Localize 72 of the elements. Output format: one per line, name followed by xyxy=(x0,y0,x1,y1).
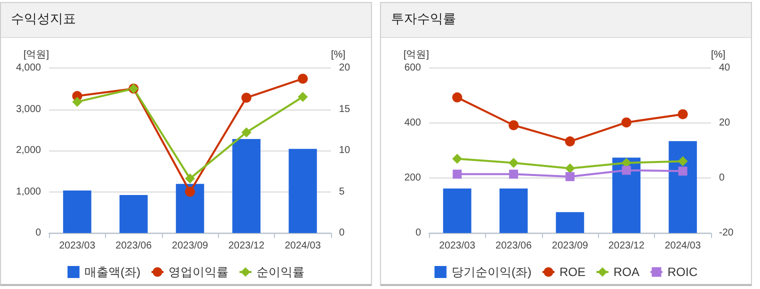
chart-title: 투자수익률 xyxy=(381,3,751,38)
y-tick-label: 600 xyxy=(404,62,422,74)
chart-title: 수익성지표 xyxy=(1,3,371,38)
bar xyxy=(288,148,317,233)
x-tick-label: 2023/03 xyxy=(439,240,476,252)
y-tick-label: 4,000 xyxy=(16,62,42,74)
x-tick-label: 2023/12 xyxy=(228,240,265,252)
point xyxy=(298,74,308,84)
point xyxy=(298,92,308,102)
x-tick-label: 2024/03 xyxy=(284,240,322,252)
point xyxy=(452,170,462,179)
x-tick-label: 2023/09 xyxy=(172,240,209,252)
legend-label: ROE xyxy=(559,265,586,279)
bar xyxy=(176,184,204,233)
point xyxy=(241,127,252,138)
bar xyxy=(556,212,584,233)
bar xyxy=(668,141,697,233)
legend-label: 순이익률 xyxy=(256,265,304,279)
legend-label: 매출액(좌) xyxy=(84,265,141,279)
y2-tick-label: 20 xyxy=(719,118,731,128)
y2-tick-label: 40 xyxy=(719,62,731,74)
y-tick-label: 2,000 xyxy=(16,145,42,156)
y-axis-title: [억원] xyxy=(403,50,430,60)
y2-tick-label: -20 xyxy=(719,228,734,238)
point xyxy=(565,136,575,146)
y2-tick-label: 20 xyxy=(339,62,351,74)
point xyxy=(622,166,631,175)
bar xyxy=(612,158,640,233)
x-tick-label: 2023/12 xyxy=(608,240,645,252)
point xyxy=(508,120,519,130)
point xyxy=(72,96,82,107)
x-tick-label: 2024/03 xyxy=(664,240,702,252)
x-tick-label: 2023/06 xyxy=(496,240,532,252)
point xyxy=(509,170,518,179)
legend-label: ROIC xyxy=(668,265,698,279)
point xyxy=(566,172,574,182)
y-axis-title: [억원] xyxy=(23,50,50,60)
x-tick-label: 2023/06 xyxy=(116,240,152,252)
x-tick-label: 2023/09 xyxy=(552,240,589,252)
point xyxy=(241,92,252,103)
y2-tick-label: 0 xyxy=(339,228,345,238)
legend-label: ROA xyxy=(613,265,640,279)
legend-label: 영업이익률 xyxy=(168,265,228,279)
bar xyxy=(500,188,528,233)
point xyxy=(452,92,462,102)
y2-axis-title: [%] xyxy=(331,50,346,60)
point xyxy=(565,163,575,174)
y-tick-label: 400 xyxy=(404,118,422,128)
bar xyxy=(443,188,472,233)
bar xyxy=(232,138,260,233)
y-tick-label: 200 xyxy=(404,172,422,184)
point xyxy=(185,174,195,184)
point xyxy=(508,158,519,168)
x-tick-label: 2023/03 xyxy=(59,240,96,252)
point xyxy=(452,154,462,164)
bar xyxy=(63,190,92,233)
y2-axis-title: [%] xyxy=(711,50,726,60)
point xyxy=(185,186,195,197)
bar xyxy=(120,195,148,233)
y2-tick-label: 15 xyxy=(339,104,351,115)
y-tick-label: 0 xyxy=(35,228,42,238)
point xyxy=(621,117,632,128)
point xyxy=(678,156,688,166)
y-tick-label: 3,000 xyxy=(16,104,42,115)
y-tick-label: 0 xyxy=(415,228,422,238)
y2-tick-label: 10 xyxy=(339,145,351,156)
y2-tick-label: 5 xyxy=(339,186,345,198)
legend-label: 당기순이익(좌) xyxy=(452,265,532,279)
point xyxy=(678,109,688,120)
y-tick-label: 1,000 xyxy=(16,186,42,198)
y2-tick-label: 0 xyxy=(719,172,725,184)
point xyxy=(678,166,688,176)
